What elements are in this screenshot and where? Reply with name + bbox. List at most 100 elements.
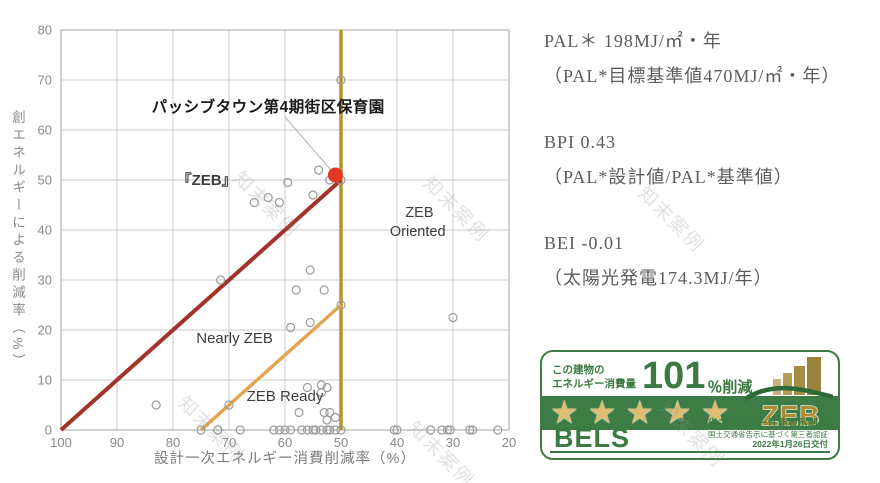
annotation-leader (284, 116, 332, 171)
zeb-logo: ZEB (745, 357, 833, 429)
badge-certification-notes: 建築物省エネルギー性能表示制度 国土交通省告示に基づく第三者認証 2022年1月… (677, 417, 828, 450)
highlight-point (327, 167, 343, 183)
y-tick-label: 80 (38, 23, 52, 38)
star-icon: ★ (663, 394, 701, 430)
x-tick-label: 100 (50, 435, 72, 450)
energy-reduction-value: 101 (642, 355, 706, 397)
badge-baseline-rule (550, 451, 830, 453)
data-point (216, 275, 226, 285)
badge-header: この建物の エネルギー消費量 101 ％削減 (552, 356, 752, 397)
data-point (322, 415, 332, 425)
metric-group-pal: PAL＊ 198MJ/㎡・年 （PAL*目標基準値470MJ/㎡・年） (544, 30, 874, 87)
data-point (274, 425, 284, 435)
data-point (336, 75, 346, 85)
badge-caption-line2: エネルギー消費量 (552, 377, 636, 390)
region-label: ZEB Ready (247, 388, 324, 405)
badge-caption-line1: この建物の (552, 364, 605, 376)
data-point (322, 382, 332, 393)
certification-basis-label: 国土交通省告示に基づく第三者認証 (708, 429, 828, 439)
data-point (426, 425, 436, 435)
data-point (235, 425, 245, 435)
swoosh-arc-icon (745, 385, 833, 402)
pal-note: （PAL*目標基準値470MJ/㎡・年） (544, 66, 841, 86)
star-band (542, 396, 838, 430)
x-tick-label: 90 (110, 435, 124, 450)
data-point (213, 425, 223, 435)
x-tick-label: 50 (334, 435, 348, 450)
data-point (314, 165, 324, 175)
bpi-value: BPI 0.43 (544, 132, 617, 152)
data-point (336, 300, 346, 310)
building-icon (794, 366, 805, 395)
data-point (302, 382, 312, 393)
star-icon: ★ (587, 394, 626, 430)
energy-reduction-unit: ％削減 (707, 379, 753, 396)
x-tick-label: 60 (278, 435, 292, 450)
annotation-label: パッシブタウン第4期街区保育園 (152, 97, 385, 116)
data-point (286, 322, 296, 333)
region-label: Oriented (390, 224, 446, 240)
data-point (280, 425, 290, 435)
region-label: Nearly ZEB (196, 330, 273, 347)
data-point (269, 425, 279, 435)
data-point (392, 425, 402, 435)
data-point (336, 425, 346, 435)
y-tick-label: 10 (38, 373, 52, 388)
star-icon: ★ (700, 394, 739, 430)
data-point (442, 425, 452, 435)
data-point (316, 387, 326, 398)
data-point (305, 265, 315, 275)
bei-value: BEI -0.01 (544, 233, 624, 253)
y-tick-label: 30 (38, 273, 52, 288)
data-point (294, 407, 304, 418)
data-point (274, 197, 284, 208)
certification-date-label: 2022年1月26日交付 (752, 439, 828, 450)
bei-note: （太陽光発電174.3MJ/年） (544, 268, 773, 288)
data-point (305, 317, 315, 328)
data-point (263, 192, 273, 203)
x-axis-title: 設計一次エネルギー消費削減率（%） (154, 451, 416, 467)
y-tick-label: 0 (45, 423, 52, 438)
boundary-line-nearly-zeb (199, 303, 343, 432)
region-label: ZEB (405, 205, 433, 221)
x-tick-label: 80 (166, 435, 180, 450)
zeb-logo-label: ZEB (762, 400, 821, 429)
data-point (291, 285, 301, 295)
data-point (465, 425, 475, 435)
certification-scheme-label: 建築物省エネルギー性能表示制度 (677, 417, 828, 429)
star-icon: ★ (550, 394, 588, 430)
y-tick-label: 20 (38, 323, 52, 338)
data-point (308, 190, 318, 200)
bels-certification-badge: この建物の エネルギー消費量 101 ％削減 ★★★★★ ZEB BELS 建築… (540, 350, 840, 460)
building-icon (807, 357, 821, 395)
y-tick-label: 60 (38, 123, 52, 138)
data-point (224, 400, 234, 410)
metric-group-bei: BEI -0.01 （太陽光発電174.3MJ/年） (544, 232, 874, 289)
metrics-panel: PAL＊ 198MJ/㎡・年 （PAL*目標基準値470MJ/㎡・年） BPI … (544, 30, 874, 333)
data-point (493, 425, 503, 435)
metric-group-bpi: BPI 0.43 （PAL*設計値/PAL*基準値） (544, 131, 874, 188)
badge-caption: この建物の エネルギー消費量 (552, 356, 636, 391)
data-point (283, 177, 293, 188)
y-axis-title: 創エネルギーによる削減率（%） (10, 110, 25, 372)
data-point (325, 425, 335, 435)
data-point (311, 425, 321, 435)
zeb-scatter-chart: パッシブタウン第4期街区保育園『ZEB』 ZEB Oriented Nearly ZE… (38, 23, 517, 451)
data-point (448, 312, 458, 323)
pal-value: PAL＊ 198MJ/㎡・年 (544, 31, 722, 51)
building-icon (783, 373, 792, 395)
region-label: 『ZEB』 (177, 171, 237, 189)
data-point (319, 285, 329, 295)
data-point (249, 197, 259, 208)
bpi-note: （PAL*設計値/PAL*基準値） (544, 167, 793, 187)
boundary-line-zeb (59, 178, 343, 432)
bels-brand-label: BELS (554, 423, 631, 453)
data-point (286, 425, 296, 435)
stars-row: ★★★★★ (550, 394, 738, 430)
data-point (196, 425, 206, 435)
data-point (389, 425, 399, 435)
x-tick-label: 30 (446, 435, 460, 450)
data-point (330, 425, 340, 435)
data-point (445, 425, 455, 435)
